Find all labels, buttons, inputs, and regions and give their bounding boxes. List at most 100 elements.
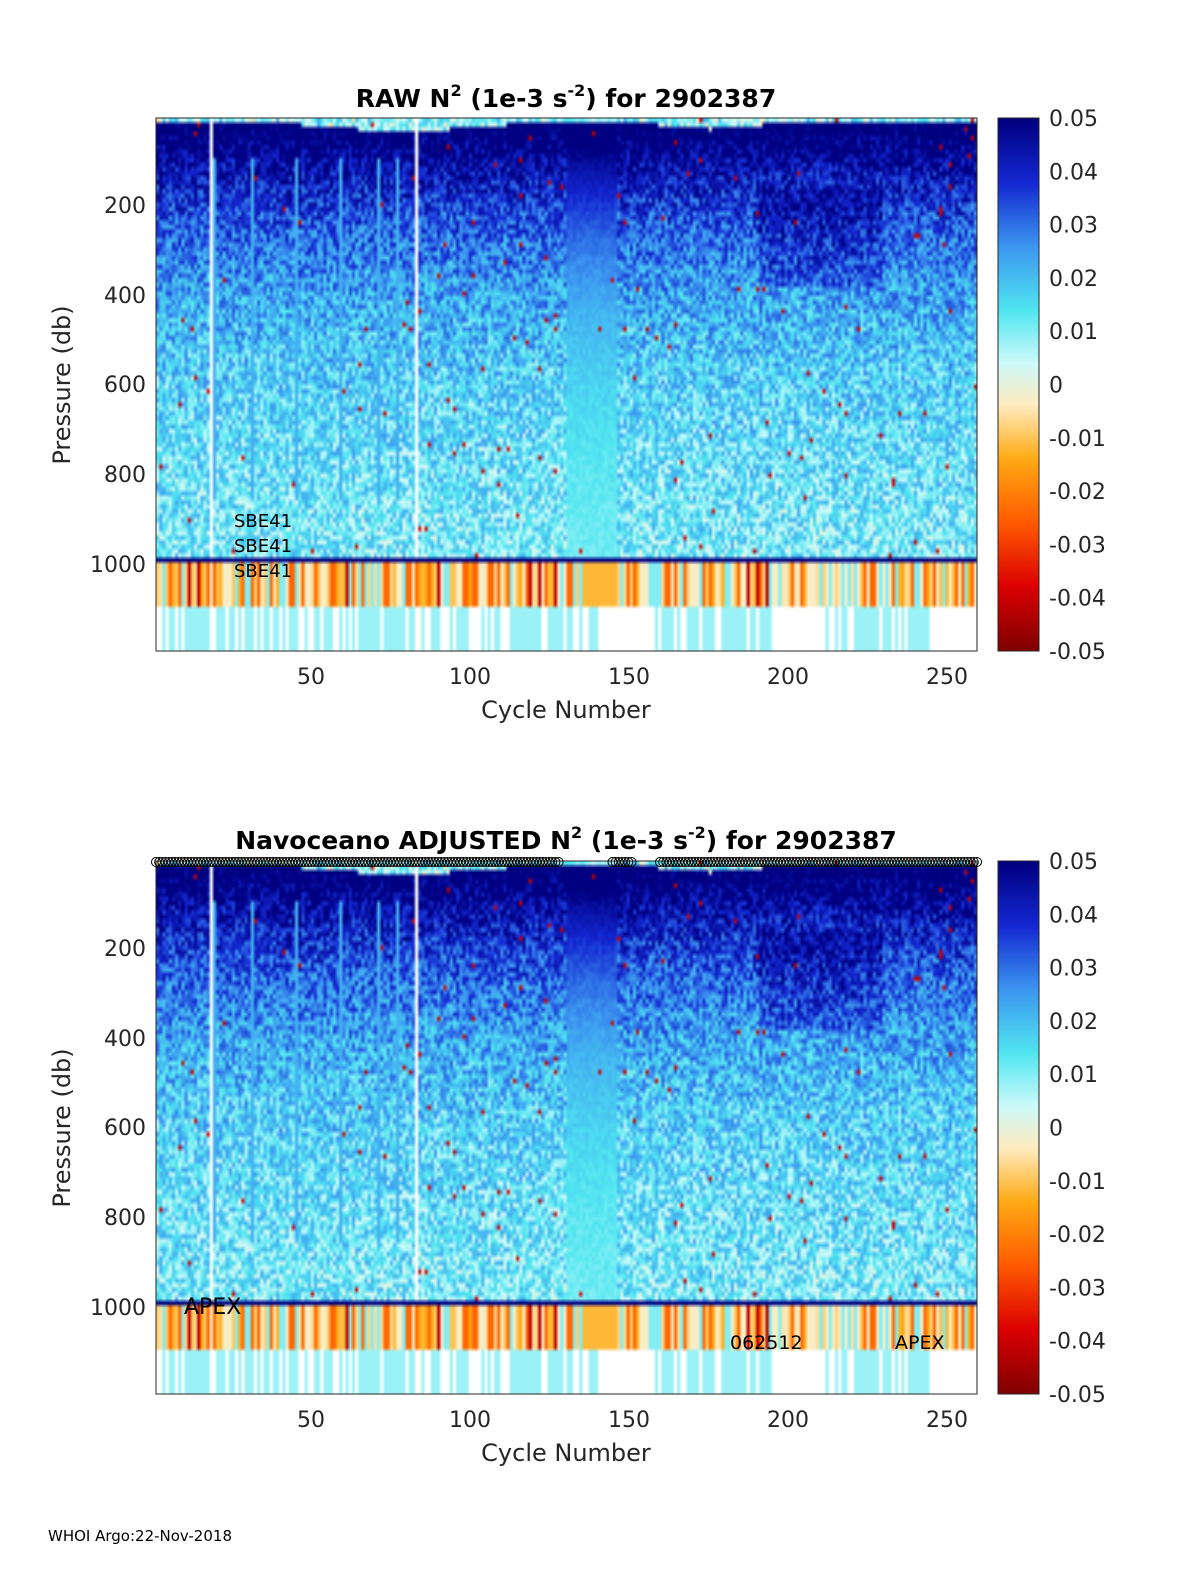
annotation-float-type: APEX [895,1332,944,1354]
panel-raw: RAW N2 (1e-3 s-2) for 2902387 200 400 60… [48,81,1106,724]
panel-adjusted-title: Navoceano ADJUSTED N2 (1e-3 s-2) for 290… [235,823,897,855]
colorbar-tick-label: -0.01 [1049,1170,1106,1195]
colorbar-adjusted: 0.05 0.04 0.03 0.02 0.01 0 -0.01 -0.02 -0.03 -0.0… [997,850,1106,1408]
panel-raw-heatmap [156,118,977,651]
panel-adjusted-annotations: APEX 062512 APEX [184,1295,944,1354]
qc-marker [968,857,979,867]
y-tick-label: 200 [104,937,146,962]
colorbar-tick-label: 0.04 [1049,160,1098,185]
qc-marker [626,857,637,867]
y-tick-label: 800 [104,463,146,488]
colorbar-tick-label: -0.05 [1049,1383,1106,1408]
qc-marker [965,857,976,867]
panel-adjusted-x-ticks: 50 100 150 200 250 [297,1408,968,1433]
qc-marker [230,857,241,867]
qc-marker [357,857,367,867]
annotation-sensor: SBE41 [234,561,292,582]
colorbar-tick-label: -0.03 [1049,533,1106,558]
y-tick-label: 1000 [90,553,146,578]
qc-marker [724,857,735,867]
colorbar-raw: 0.05 0.04 0.03 0.02 0.01 0 -0.01 -0.02 -0.03 -0.0… [997,107,1106,665]
colorbar-tick-label: -0.04 [1049,587,1106,612]
panel-adjusted-xlabel: Cycle Number [481,1439,651,1467]
qc-marker [166,857,177,867]
y-tick-label: 1000 [90,1296,146,1321]
colorbar-adjusted-frame [997,860,1040,1395]
colorbar-tick-label: -0.04 [1049,1330,1106,1355]
qc-marker [620,857,631,867]
qc-marker [550,857,561,867]
colorbar-tick-label: -0.02 [1049,1223,1106,1248]
y-tick-label: 400 [104,284,146,309]
qc-marker [623,857,634,867]
y-tick-label: 600 [104,1116,146,1141]
y-tick-label: 400 [104,1027,146,1052]
qc-marker [946,857,957,867]
qc-marker [293,857,304,867]
colorbar-tick-label: 0 [1049,1117,1063,1142]
x-tick-label: 250 [926,665,968,690]
qc-marker [851,857,862,867]
colorbar-tick-label: 0.01 [1049,1063,1098,1088]
annotation-sensor: SBE41 [234,511,292,532]
panel-raw-xlabel: Cycle Number [481,696,651,724]
qc-marker [461,857,472,867]
panel-adjusted-y-ticks: 200 400 600 800 1000 [90,937,146,1321]
qc-marker [547,857,558,867]
x-tick-label: 50 [297,665,325,690]
panel-raw-y-ticks: 200 400 600 800 1000 [90,194,146,578]
x-tick-label: 150 [608,665,650,690]
colorbar-adjusted-gradient [998,861,1039,1394]
colorbar-raw-frame [997,117,1040,652]
qc-marker [525,857,535,867]
qc-marker [914,857,925,867]
qc-marker [756,857,767,867]
annotation-firmware: 062512 [730,1332,803,1354]
panel-raw-annotations: SBE41 SBE41 SBE41 [234,511,292,582]
colorbar-tick-label: 0.05 [1049,107,1098,132]
x-tick-label: 150 [608,1408,650,1433]
annotation-sensor: SBE41 [234,536,292,557]
y-tick-label: 200 [104,194,146,219]
x-tick-label: 200 [767,665,809,690]
colorbar-tick-label: 0.05 [1049,850,1098,875]
qc-marker [683,857,694,867]
colorbar-tick-label: 0.01 [1049,320,1098,345]
colorbar-tick-label: -0.05 [1049,640,1106,665]
colorbar-tick-label: 0.02 [1049,1010,1098,1035]
panel-raw-ylabel: Pressure (db) [48,305,76,464]
y-tick-label: 600 [104,373,146,398]
qc-marker [883,857,894,867]
qc-flag-markers [151,857,982,867]
qc-marker [198,857,209,867]
panel-adjusted-axes-frame [155,860,978,1395]
qc-marker [553,857,564,867]
x-tick-label: 200 [767,1408,809,1433]
panel-raw-x-ticks: 50 100 150 200 250 [297,665,968,690]
qc-marker [429,857,440,867]
qc-marker [819,857,830,867]
annotation-float-type: APEX [184,1295,241,1320]
colorbar-tick-label: -0.01 [1049,427,1106,452]
x-tick-label: 250 [926,1408,968,1433]
qc-marker [261,857,272,867]
colorbar-tick-label: 0.04 [1049,903,1098,928]
colorbar-tick-label: 0.03 [1049,957,1098,982]
colorbar-raw-ticks: 0.05 0.04 0.03 0.02 0.01 0 -0.01 -0.02 -0.03 -0.0… [1049,107,1106,665]
colorbar-tick-label: 0.02 [1049,267,1098,292]
qc-marker [388,857,399,867]
colorbar-tick-label: 0 [1049,374,1063,399]
panel-raw-title: RAW N2 (1e-3 s-2) for 2902387 [356,81,776,113]
x-tick-label: 50 [297,1408,325,1433]
colorbar-raw-gradient [998,118,1039,651]
footer-credit: WHOI Argo:22-Nov-2018 [48,1527,232,1545]
x-tick-label: 100 [449,1408,491,1433]
colorbar-tick-label: -0.02 [1049,480,1106,505]
qc-marker [493,857,504,867]
qc-marker [788,857,799,867]
panel-adjusted-ylabel: Pressure (db) [48,1048,76,1207]
colorbar-tick-label: 0.03 [1049,214,1098,239]
colorbar-adjusted-ticks: 0.05 0.04 0.03 0.02 0.01 0 -0.01 -0.02 -0.03 -0.0… [1049,850,1106,1408]
panel-adjusted: Navoceano ADJUSTED N2 (1e-3 s-2) for 290… [48,823,1106,1467]
